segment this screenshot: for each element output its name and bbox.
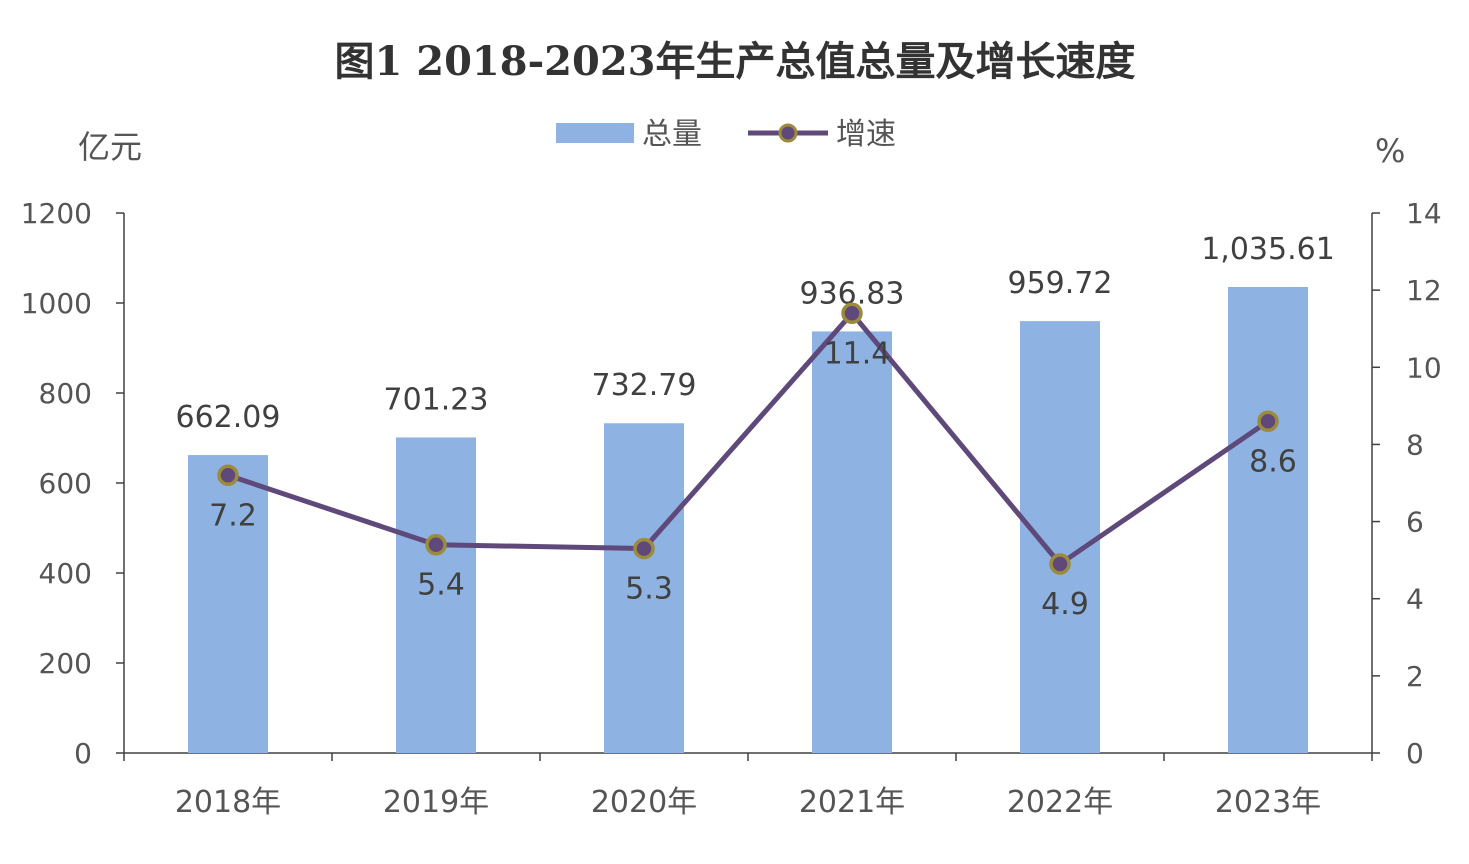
x-category-label: 2018年	[175, 785, 281, 820]
legend-line-label: 增速	[836, 117, 896, 152]
line-labels: 7.2 5.4 5.3 11.4 4.9 8.6	[209, 336, 1297, 622]
right-axis-unit: %	[1375, 132, 1405, 170]
bar	[812, 331, 892, 753]
right-tick-label: 14	[1406, 197, 1442, 230]
growth-point	[425, 533, 447, 556]
growth-value-label: 4.9	[1041, 587, 1089, 622]
left-tick-label: 400	[39, 557, 92, 590]
right-tick-label: 0	[1406, 737, 1424, 770]
left-axis-unit: 亿元	[78, 128, 142, 166]
right-tick-label: 12	[1406, 274, 1442, 307]
bar	[396, 437, 476, 753]
bar	[1020, 321, 1100, 753]
left-tick-label: 1000	[21, 287, 92, 320]
growth-value-label: 11.4	[824, 336, 891, 371]
bar-value-label: 959.72	[1008, 266, 1113, 301]
right-tick-label: 4	[1406, 583, 1424, 616]
growth-point	[633, 537, 655, 560]
bar	[188, 455, 268, 753]
x-category-label: 2023年	[1215, 785, 1321, 820]
left-tick-label: 1200	[21, 197, 92, 230]
growth-point	[841, 302, 863, 325]
legend: 总量 增速	[556, 117, 896, 152]
x-category-label: 2022年	[1007, 785, 1113, 820]
x-category-label: 2019年	[383, 785, 489, 820]
bar	[1228, 286, 1308, 753]
right-tick-label: 6	[1406, 506, 1424, 539]
growth-point	[1049, 553, 1071, 575]
axes: 0 200 400 600 800 1000 1200 0 2 4 6 8 10 12 14 2018年 201…	[21, 197, 1442, 820]
growth-point	[217, 464, 239, 487]
right-tick-label: 8	[1406, 428, 1424, 461]
legend-bar-swatch	[556, 123, 634, 143]
growth-value-label: 7.2	[209, 498, 257, 533]
growth-value-label: 8.6	[1249, 444, 1297, 479]
growth-line-path	[227, 310, 1270, 567]
chart-title: 图1 2018-2023年生产总值总量及增长速度	[334, 38, 1135, 85]
legend-line-marker	[778, 123, 798, 143]
x-category-label: 2021年	[799, 785, 905, 820]
left-tick-label: 200	[39, 647, 92, 680]
x-category-label: 2020年	[591, 785, 697, 820]
right-tick-label: 10	[1406, 351, 1442, 384]
left-tick-label: 0	[74, 737, 92, 770]
bar-value-label: 1,035.61	[1201, 232, 1335, 267]
bar-value-label: 701.23	[384, 382, 489, 417]
bar-value-label: 732.79	[592, 368, 697, 403]
growth-line	[217, 302, 1279, 575]
growth-value-label: 5.4	[417, 568, 465, 603]
bar	[604, 423, 684, 753]
growth-point	[1257, 410, 1279, 433]
growth-value-label: 5.3	[625, 572, 673, 607]
left-tick-label: 600	[39, 467, 92, 500]
bar-value-label: 662.09	[176, 400, 281, 435]
bars	[188, 286, 1308, 753]
right-tick-label: 2	[1406, 660, 1424, 693]
left-tick-label: 800	[39, 377, 92, 410]
legend-bar-label: 总量	[642, 117, 702, 152]
